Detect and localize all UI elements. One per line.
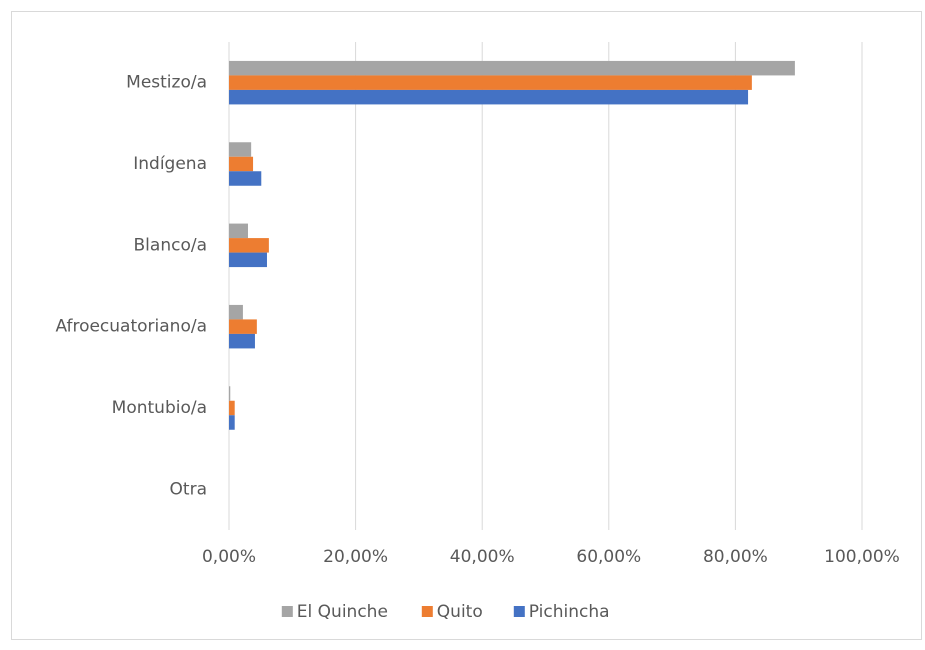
bar bbox=[229, 142, 252, 157]
bar bbox=[229, 60, 795, 76]
x-tick-label: 80,00% bbox=[703, 547, 768, 567]
bar bbox=[229, 156, 254, 172]
x-tick-label: 0,00% bbox=[202, 547, 256, 567]
bar bbox=[229, 333, 255, 349]
legend-swatch bbox=[421, 606, 433, 617]
bar bbox=[229, 400, 235, 416]
y-tick-label: Montubio/a bbox=[112, 398, 207, 418]
y-tick-label: Indígena bbox=[133, 154, 207, 174]
bar bbox=[229, 304, 243, 320]
legend-swatch bbox=[281, 606, 293, 617]
bar bbox=[229, 415, 235, 430]
x-tick-label: 40,00% bbox=[450, 547, 515, 567]
bar bbox=[229, 386, 231, 401]
legend-label: Pichincha bbox=[529, 602, 610, 622]
y-tick-label: Mestizo/a bbox=[126, 73, 207, 93]
bar bbox=[229, 238, 269, 253]
bar bbox=[229, 319, 257, 334]
y-tick-label: Afroecuatoriano/a bbox=[55, 317, 207, 337]
bar bbox=[229, 75, 752, 90]
bar bbox=[229, 89, 749, 105]
x-tick-label: 60,00% bbox=[576, 547, 641, 567]
legend-label: El Quinche bbox=[297, 602, 388, 622]
x-tick-label: 100,00% bbox=[824, 547, 900, 567]
chart-border bbox=[11, 11, 922, 640]
bar bbox=[229, 252, 267, 268]
legend-label: Quito bbox=[437, 602, 483, 622]
bar bbox=[229, 171, 262, 186]
x-tick-label: 20,00% bbox=[323, 547, 388, 567]
y-tick-label: Otra bbox=[170, 479, 207, 499]
y-tick-label: Blanco/a bbox=[134, 235, 207, 255]
legend-swatch bbox=[513, 606, 525, 617]
bar bbox=[229, 223, 248, 239]
